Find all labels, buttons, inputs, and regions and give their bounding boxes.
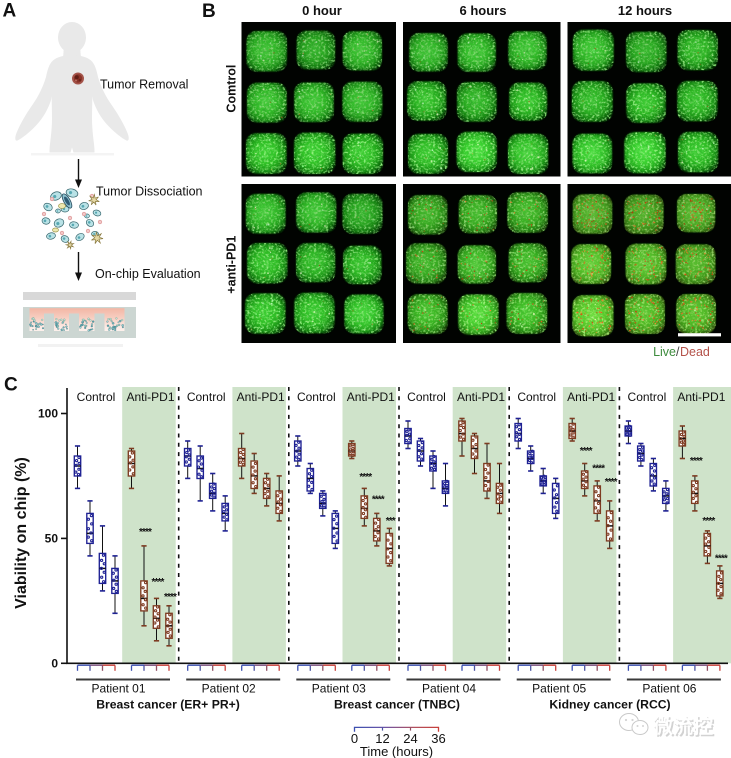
svg-text:C: C: [4, 375, 18, 396]
svg-text:Patient 04: Patient 04: [422, 682, 476, 696]
svg-text:B: B: [202, 1, 216, 22]
svg-text:****: ****: [139, 527, 152, 538]
svg-text:36: 36: [431, 731, 445, 746]
svg-text:Time (hours): Time (hours): [360, 744, 433, 758]
svg-text:Viability on chip (%): Viability on chip (%): [13, 457, 30, 609]
svg-text:On-chip Evaluation: On-chip Evaluation: [95, 267, 201, 281]
svg-text:Anti-PD1: Anti-PD1: [567, 390, 615, 404]
svg-text:50: 50: [45, 531, 59, 545]
svg-text:0 hour: 0 hour: [302, 3, 342, 18]
svg-text:Anti-PD1: Anti-PD1: [237, 390, 285, 404]
svg-text:****: ****: [580, 446, 593, 457]
svg-text:Anti-PD1: Anti-PD1: [347, 390, 395, 404]
svg-text:/: /: [676, 345, 680, 359]
svg-text:Patient 06: Patient 06: [642, 682, 696, 696]
svg-text:****: ****: [164, 592, 177, 603]
svg-text:***: ***: [386, 516, 396, 527]
svg-text:100: 100: [38, 407, 58, 421]
svg-text:Patient 02: Patient 02: [202, 682, 256, 696]
svg-text:****: ****: [690, 456, 703, 467]
svg-text:Tumor Removal: Tumor Removal: [100, 78, 188, 92]
svg-text:Control: Control: [407, 390, 446, 404]
svg-text:12: 12: [375, 731, 389, 746]
svg-text:****: ****: [715, 553, 728, 564]
svg-text:Tumor Dissociation: Tumor Dissociation: [96, 185, 203, 199]
svg-text:Anti-PD1: Anti-PD1: [126, 390, 174, 404]
svg-text:****: ****: [702, 516, 715, 527]
svg-text:Control: Control: [297, 390, 336, 404]
svg-text:0: 0: [351, 731, 358, 746]
svg-text:****: ****: [359, 472, 372, 483]
svg-text:****: ****: [592, 464, 605, 475]
svg-text:****: ****: [372, 495, 385, 506]
svg-text:24: 24: [403, 731, 417, 746]
svg-text:Control: Control: [187, 390, 226, 404]
svg-text:Breast cancer (TNBC): Breast cancer (TNBC): [334, 698, 460, 712]
svg-text:0: 0: [51, 656, 58, 670]
svg-text:Patient 01: Patient 01: [91, 682, 145, 696]
svg-text:Control: Control: [517, 390, 556, 404]
svg-text:+anti-PD1: +anti-PD1: [225, 236, 239, 294]
svg-text:Kidney cancer (RCC): Kidney cancer (RCC): [549, 698, 670, 712]
svg-text:12 hours: 12 hours: [618, 3, 672, 18]
svg-text:Live: Live: [653, 345, 676, 359]
svg-text:6 hours: 6 hours: [460, 3, 507, 18]
svg-text:Control: Control: [77, 390, 116, 404]
svg-text:****: ****: [605, 477, 618, 488]
svg-text:Patient 03: Patient 03: [312, 682, 366, 696]
svg-text:Anti-PD1: Anti-PD1: [677, 390, 725, 404]
svg-text:Comtrol: Comtrol: [225, 65, 239, 113]
svg-text:****: ****: [152, 577, 165, 588]
svg-text:Anti-PD1: Anti-PD1: [457, 390, 505, 404]
svg-text:A: A: [3, 1, 17, 22]
svg-text:微流控: 微流控: [652, 714, 713, 738]
svg-text:Breast cancer (ER+ PR+): Breast cancer (ER+ PR+): [96, 698, 240, 712]
svg-text:Dead: Dead: [680, 345, 710, 359]
svg-text:Patient 05: Patient 05: [532, 682, 586, 696]
svg-text:Control: Control: [628, 390, 667, 404]
